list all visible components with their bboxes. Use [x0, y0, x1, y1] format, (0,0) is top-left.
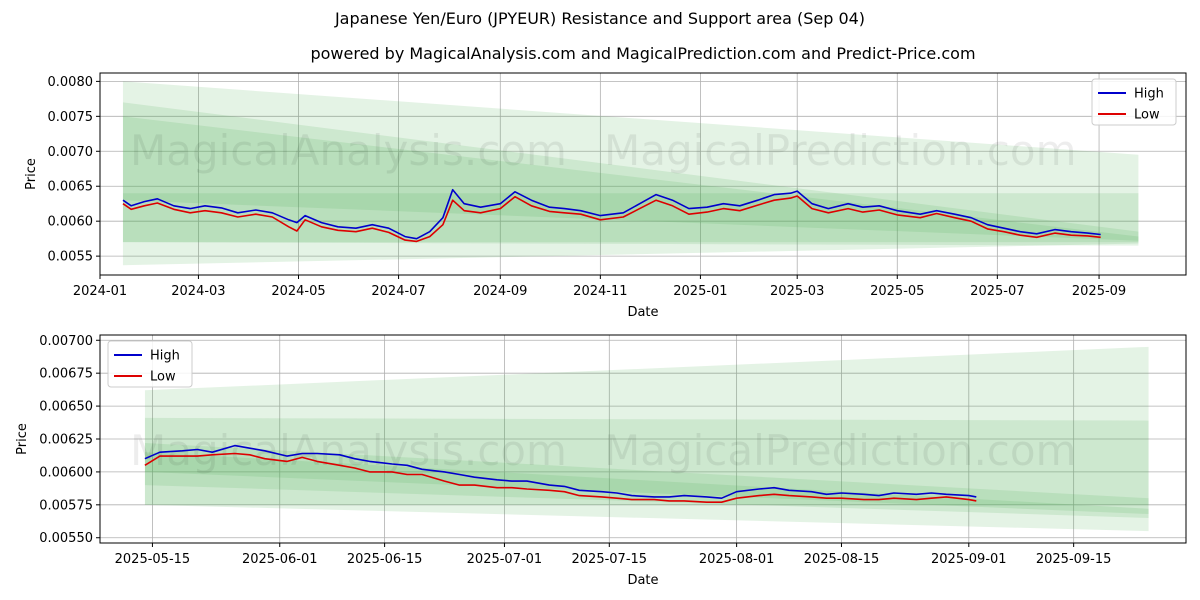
y-tick-label: 0.00625	[39, 433, 93, 448]
series-line-high	[122, 188, 1101, 240]
x-tick-label: 2025-06-15	[347, 552, 423, 567]
band-area-2	[144, 417, 1149, 505]
x-tick-label: 2024-11	[573, 284, 627, 299]
y-tick-label: 0.0080	[48, 75, 94, 90]
legend: High Low	[107, 340, 193, 388]
x-tick-label: 2024-01	[73, 284, 127, 299]
y-tick-label: 0.00700	[39, 334, 93, 349]
band-area-1	[122, 81, 1139, 266]
x-tick-label: 2025-07	[970, 284, 1024, 299]
y-tick-label: 0.0065	[48, 180, 94, 195]
y-tick-label: 0.0055	[48, 250, 94, 265]
chart-panel-1: MagicalAnalysis.com MagicalPrediction.com…	[24, 72, 1187, 320]
x-tick-label: 2025-03	[770, 284, 824, 299]
plot-frame	[99, 72, 1187, 276]
y-tick-label: 0.00650	[39, 400, 93, 415]
series-line-high	[144, 444, 977, 499]
watermark-text: MagicalAnalysis.com	[130, 126, 567, 175]
series-line-low	[122, 195, 1101, 243]
x-tick-label: 2025-01	[673, 284, 727, 299]
series-line-low	[144, 452, 977, 503]
x-tick-label: 2025-09-15	[1036, 552, 1112, 567]
x-tick-label: 2024-05	[271, 284, 325, 299]
x-tick-label: 2025-08-15	[804, 552, 880, 567]
x-tick-label: 2025-09-01	[931, 552, 1007, 567]
chart-panel-2: MagicalAnalysis.com MagicalPrediction.com…	[15, 334, 1187, 588]
x-tick-label: 2025-07-01	[467, 552, 543, 567]
y-tick-label: 0.00575	[39, 498, 93, 513]
y-tick-label: 0.0060	[48, 215, 94, 230]
x-tick-label: 2024-07	[371, 284, 425, 299]
x-tick-label: 2025-05	[870, 284, 924, 299]
legend-label-high: High	[150, 349, 180, 364]
grid-lines	[100, 335, 1186, 543]
legend-label-high: High	[1134, 87, 1164, 102]
x-tick-label: 2025-09	[1072, 284, 1126, 299]
band-area-4	[122, 193, 1139, 243]
legend-label-low: Low	[150, 370, 176, 385]
x-axis-label: Date	[627, 305, 658, 320]
watermark-text: MagicalPrediction.com	[604, 126, 1077, 175]
legend-label-low: Low	[1134, 108, 1160, 123]
band-area-3	[122, 116, 1139, 241]
support-resistance-bands	[122, 81, 1139, 266]
y-tick-label: 0.00600	[39, 465, 93, 480]
x-tick-label: 2024-03	[171, 284, 225, 299]
x-axis-label: Date	[627, 573, 658, 588]
x-tick-label: 2025-06-01	[242, 552, 318, 567]
x-tick-label: 2025-05-15	[115, 552, 191, 567]
x-tick-label: 2025-07-15	[572, 552, 648, 567]
figure-title: Japanese Yen/Euro (JPYEUR) Resistance an…	[334, 9, 866, 28]
watermark-text: MagicalPrediction.com	[604, 426, 1077, 475]
y-axis-label: Price	[15, 423, 30, 455]
x-tick-label: 2025-08-01	[699, 552, 775, 567]
x-tick-label: 2024-09	[473, 284, 527, 299]
figure-subtitle: powered by MagicalAnalysis.com and Magic…	[310, 44, 976, 63]
y-tick-label: 0.0075	[48, 110, 94, 125]
y-tick-label: 0.0070	[48, 145, 94, 160]
legend: High Low	[1091, 78, 1177, 126]
y-tick-label: 0.00550	[39, 531, 93, 546]
band-area-1	[144, 346, 1149, 532]
band-area-2	[122, 102, 1139, 246]
y-axis-label: Price	[24, 158, 39, 190]
y-tick-label: 0.00675	[39, 367, 93, 382]
